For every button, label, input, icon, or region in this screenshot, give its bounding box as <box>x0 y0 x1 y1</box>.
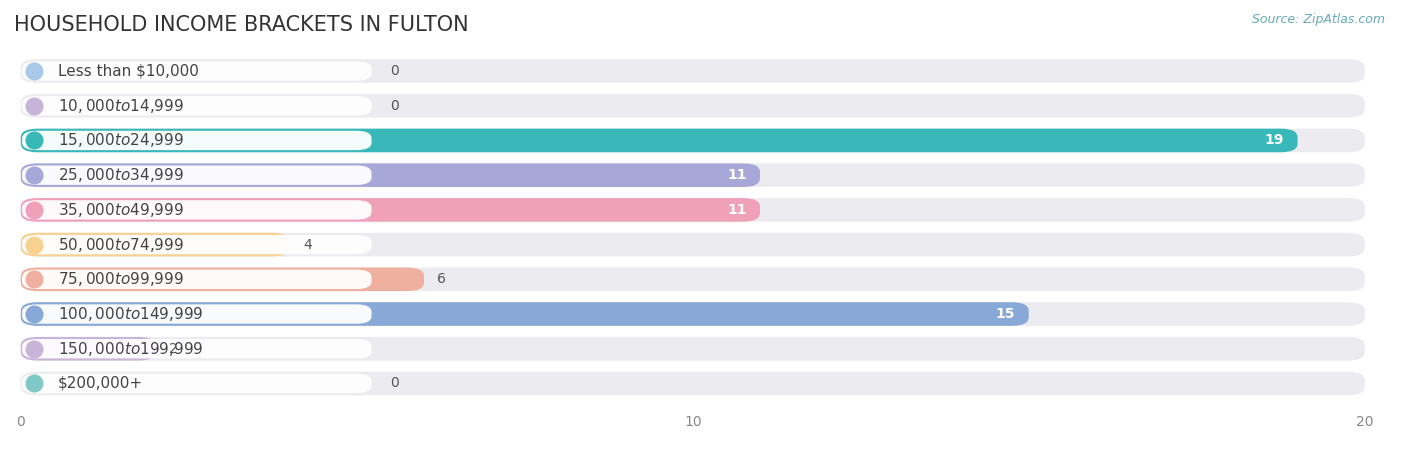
FancyBboxPatch shape <box>22 270 371 289</box>
FancyBboxPatch shape <box>21 233 290 256</box>
Text: 11: 11 <box>727 203 747 217</box>
FancyBboxPatch shape <box>21 302 1365 326</box>
Text: HOUSEHOLD INCOME BRACKETS IN FULTON: HOUSEHOLD INCOME BRACKETS IN FULTON <box>14 15 468 35</box>
FancyBboxPatch shape <box>22 131 371 150</box>
Text: $200,000+: $200,000+ <box>58 376 143 391</box>
Text: 2: 2 <box>169 342 177 356</box>
Text: $50,000 to $74,999: $50,000 to $74,999 <box>58 236 184 254</box>
Text: $15,000 to $24,999: $15,000 to $24,999 <box>58 131 184 149</box>
FancyBboxPatch shape <box>22 61 371 81</box>
Text: 0: 0 <box>391 64 399 78</box>
FancyBboxPatch shape <box>22 200 371 220</box>
FancyBboxPatch shape <box>22 374 371 393</box>
Text: 0: 0 <box>391 99 399 113</box>
FancyBboxPatch shape <box>21 94 1365 117</box>
Text: 19: 19 <box>1265 134 1284 148</box>
FancyBboxPatch shape <box>21 163 1365 187</box>
FancyBboxPatch shape <box>21 267 425 291</box>
Text: $100,000 to $149,999: $100,000 to $149,999 <box>58 305 202 323</box>
FancyBboxPatch shape <box>22 166 371 185</box>
FancyBboxPatch shape <box>21 233 1365 256</box>
FancyBboxPatch shape <box>21 129 1298 152</box>
FancyBboxPatch shape <box>22 235 371 254</box>
Text: $150,000 to $199,999: $150,000 to $199,999 <box>58 340 202 358</box>
Text: 11: 11 <box>727 168 747 182</box>
Text: $35,000 to $49,999: $35,000 to $49,999 <box>58 201 184 219</box>
FancyBboxPatch shape <box>22 96 371 116</box>
FancyBboxPatch shape <box>21 198 761 222</box>
Text: 6: 6 <box>437 272 446 286</box>
FancyBboxPatch shape <box>21 372 1365 395</box>
FancyBboxPatch shape <box>22 339 371 359</box>
FancyBboxPatch shape <box>21 59 1365 83</box>
FancyBboxPatch shape <box>21 129 1365 152</box>
FancyBboxPatch shape <box>22 304 371 324</box>
FancyBboxPatch shape <box>21 163 761 187</box>
Text: $25,000 to $34,999: $25,000 to $34,999 <box>58 166 184 184</box>
FancyBboxPatch shape <box>21 302 1029 326</box>
FancyBboxPatch shape <box>21 337 155 360</box>
Text: Less than $10,000: Less than $10,000 <box>58 63 198 79</box>
Text: Source: ZipAtlas.com: Source: ZipAtlas.com <box>1251 14 1385 27</box>
Text: 4: 4 <box>304 238 312 252</box>
FancyBboxPatch shape <box>21 267 1365 291</box>
Text: $75,000 to $99,999: $75,000 to $99,999 <box>58 270 184 288</box>
Text: $10,000 to $14,999: $10,000 to $14,999 <box>58 97 184 115</box>
Text: 0: 0 <box>391 377 399 391</box>
FancyBboxPatch shape <box>21 198 1365 222</box>
Text: 15: 15 <box>995 307 1015 321</box>
FancyBboxPatch shape <box>21 337 1365 360</box>
